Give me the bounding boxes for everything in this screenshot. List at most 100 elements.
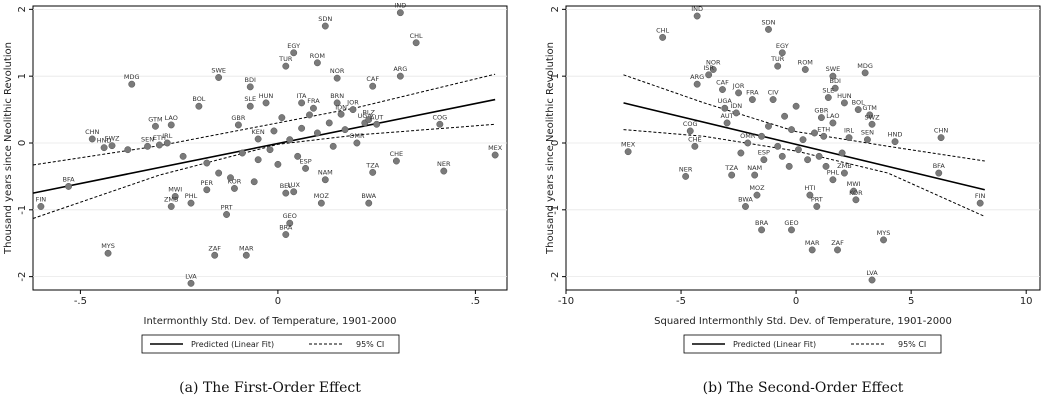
- point-label: SDN: [318, 15, 332, 23]
- data-point-omr: [744, 139, 752, 147]
- fit-line: [32, 98, 496, 194]
- data-point-egy: [778, 49, 786, 57]
- data-point: [278, 114, 286, 122]
- point-label: SEN: [141, 135, 154, 143]
- y-tick-label: 2: [17, 6, 28, 12]
- data-point-bfa: [935, 169, 943, 177]
- point-label: PHL: [185, 192, 198, 200]
- point-label: CHL: [656, 26, 669, 34]
- data-point-fin: [976, 199, 984, 207]
- data-point-eth: [155, 141, 163, 149]
- data-point-cog: [686, 127, 694, 135]
- point-label: MEX: [488, 144, 503, 152]
- data-point: [774, 142, 782, 150]
- point-label: BFA: [933, 162, 946, 170]
- data-point-ner: [440, 167, 448, 175]
- data-point-chn: [937, 134, 945, 142]
- data-point: [788, 126, 795, 134]
- data-point-gtm: [866, 111, 874, 119]
- data-point-blz: [365, 116, 373, 124]
- y-tick-label: -2: [17, 272, 28, 282]
- point-label: SWE: [826, 65, 841, 73]
- point-label: ESP: [299, 157, 311, 165]
- data-point: [250, 178, 258, 186]
- legend-box: [683, 334, 942, 354]
- point-label: BEL: [280, 182, 293, 190]
- data-point-geo: [286, 219, 294, 227]
- data-point-tur: [774, 62, 782, 70]
- point-label: BDI: [245, 76, 256, 84]
- data-point-zmb: [167, 203, 175, 210]
- data-point-mex: [491, 151, 499, 159]
- data-point-che: [392, 157, 400, 165]
- data-point-tza: [369, 168, 377, 176]
- point-label: SDN: [761, 18, 775, 26]
- y-gridlines: [566, 8, 1040, 278]
- point-label: ROM: [310, 52, 325, 60]
- x-tick-label: -10: [558, 296, 574, 307]
- x-tick-label: 0: [275, 296, 281, 307]
- point-label: IRL: [844, 127, 854, 135]
- data-point-irl: [845, 134, 853, 142]
- point-label: BLZ: [362, 109, 375, 117]
- point-label: HND: [888, 131, 903, 139]
- point-label: FIN: [975, 192, 986, 200]
- point-label: SLE: [822, 87, 834, 95]
- point-label: MDG: [124, 73, 140, 81]
- data-point-egy: [290, 49, 298, 57]
- point-label: CAF: [366, 75, 379, 83]
- point-label: PER: [201, 179, 214, 187]
- data-point-sdn: [765, 25, 772, 33]
- data-point-mys: [104, 249, 112, 257]
- data-point-tza: [728, 171, 736, 179]
- data-point: [270, 127, 278, 135]
- data-point: [765, 122, 772, 130]
- point-label: CHE: [688, 135, 702, 143]
- data-point-phl: [187, 199, 195, 207]
- x-tick-label: -.5: [74, 296, 87, 307]
- point-label: MDG: [857, 62, 873, 70]
- legend-fit-label: Predicted (Linear Fit): [191, 340, 274, 349]
- point-label: GBR: [814, 107, 828, 115]
- point-label: UGA: [358, 112, 373, 120]
- data-point-bol: [195, 102, 203, 110]
- point-label: NER: [679, 165, 693, 173]
- panel-caption: (a) The First-Order Effect: [179, 380, 361, 396]
- data-point: [341, 126, 349, 134]
- point-label: COG: [432, 113, 447, 121]
- data-point-mdg: [128, 80, 136, 88]
- data-point-hti: [806, 191, 814, 199]
- point-label: SEN: [861, 129, 874, 137]
- point-label: NAM: [318, 169, 333, 177]
- data-point-bwa: [742, 203, 749, 210]
- data-point-irl: [163, 139, 171, 147]
- data-point: [124, 146, 132, 154]
- data-point-bra: [282, 231, 290, 238]
- y-tick-label: -1: [17, 205, 28, 215]
- data-point-prt: [223, 211, 231, 218]
- point-label: OMR: [740, 132, 756, 140]
- data-point-lva: [868, 276, 876, 284]
- x-tick-label: 10: [1020, 296, 1033, 307]
- point-label: IDN: [335, 103, 347, 111]
- point-label: GTM: [863, 104, 877, 112]
- data-point: [274, 160, 282, 168]
- y-ticks: 2 1 0 -1 -2: [550, 6, 566, 282]
- legend-fit-label: Predicted (Linear Fit): [733, 340, 816, 349]
- data-point: [778, 152, 786, 160]
- data-point: [325, 119, 333, 127]
- point-label: JOR: [346, 99, 359, 107]
- data-point-hnd: [100, 144, 108, 152]
- data-point-lao: [829, 119, 837, 127]
- x-ticks: -10 -5 0 5 10: [558, 290, 1033, 307]
- ci-upper-line: [32, 73, 496, 166]
- data-point-sen: [863, 136, 871, 144]
- data-point: [266, 146, 274, 154]
- data-point-chn: [88, 135, 96, 143]
- data-point-geo: [788, 226, 795, 234]
- data-point-zaf: [211, 251, 219, 259]
- point-label: TZA: [365, 161, 379, 169]
